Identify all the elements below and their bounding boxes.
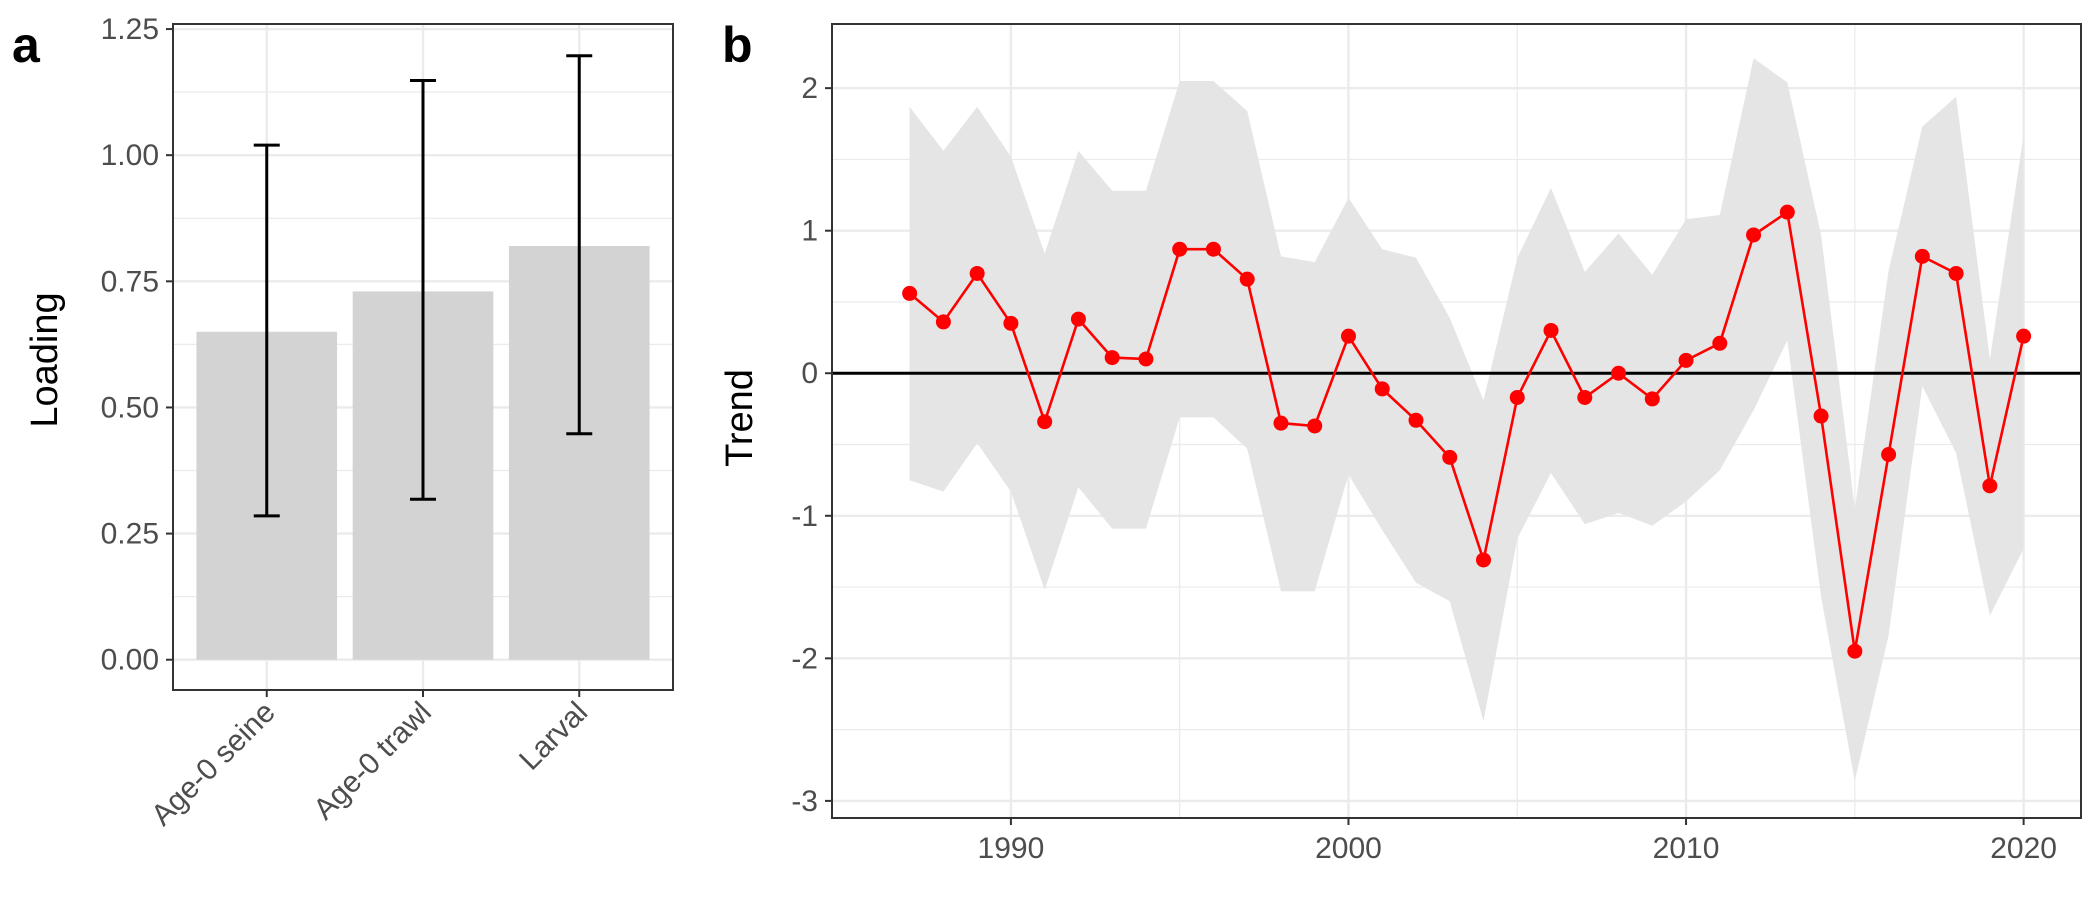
panel-a-y-axis: 0.00 0.25 0.50 0.75 1.00 1.25 bbox=[101, 13, 173, 677]
trend-point bbox=[2016, 328, 2032, 344]
panel-b-x-tick-label: 2000 bbox=[1315, 832, 1382, 865]
trend-point bbox=[1307, 418, 1323, 434]
panel-a-x-tick-label: Age-0 seine bbox=[145, 696, 282, 833]
trend-point bbox=[1273, 415, 1289, 431]
trend-point bbox=[1577, 389, 1593, 405]
trend-point bbox=[1813, 408, 1829, 424]
panel-a-y-tick-label: 1.25 bbox=[101, 13, 159, 46]
panel-a-y-tick-label: 0.75 bbox=[101, 265, 159, 298]
trend-point bbox=[935, 314, 951, 330]
panel-b-y-tick-label: 0 bbox=[801, 357, 818, 390]
trend-line bbox=[908, 209, 2025, 652]
trend-point bbox=[1070, 311, 1086, 327]
trend-point bbox=[1037, 414, 1053, 430]
trend-point bbox=[1340, 328, 1356, 344]
trend-point bbox=[1104, 350, 1120, 366]
panel-b-label: b bbox=[722, 17, 753, 73]
trend-point bbox=[1476, 552, 1492, 568]
panel-b-x-tick-label: 2010 bbox=[1653, 832, 1720, 865]
trend-point bbox=[1003, 315, 1019, 331]
panel-a-x-tick-label: Age-0 trawl bbox=[307, 696, 438, 827]
trend-point bbox=[1509, 389, 1525, 405]
trend-point bbox=[1611, 365, 1627, 381]
panel-b: b -3 -2 -1 0 1 2 1990 2000 2010 2020 Trend bbox=[719, 17, 2082, 865]
panel-b-y-tick-label: 2 bbox=[801, 72, 818, 105]
panel-b-x-tick-label: 2020 bbox=[1990, 832, 2057, 865]
trend-points bbox=[902, 204, 2032, 659]
panel-a-label: a bbox=[12, 17, 41, 73]
trend-point bbox=[1847, 643, 1863, 659]
trend-point bbox=[1172, 241, 1188, 257]
trend-point bbox=[1239, 271, 1255, 287]
trend-point bbox=[1779, 204, 1795, 220]
panel-a-y-axis-title: Loading bbox=[24, 292, 66, 427]
panel-b-frame bbox=[831, 23, 2082, 819]
panel-b-y-tick-label: -3 bbox=[791, 785, 818, 818]
trend-point bbox=[1678, 352, 1694, 368]
trend-point bbox=[1982, 478, 1998, 494]
trend-point bbox=[1408, 412, 1424, 428]
trend-point bbox=[1138, 351, 1154, 367]
trend-point bbox=[1205, 241, 1221, 257]
panel-a-y-tick-label: 1.00 bbox=[101, 139, 159, 172]
trend-point bbox=[1948, 265, 1964, 281]
trend-point bbox=[969, 265, 985, 281]
panel-a-y-tick-label: 0.25 bbox=[101, 518, 159, 551]
trend-point bbox=[1644, 391, 1660, 407]
panel-a-x-tick-label: Larval bbox=[513, 696, 594, 777]
panel-a: a 0.00 0.25 0.50 0.75 1.00 1.25 Age-0 seine Ag… bbox=[12, 13, 674, 832]
panel-a-x-axis: Age-0 seine Age-0 trawl Larval bbox=[145, 690, 594, 832]
trend-point bbox=[902, 285, 918, 301]
trend-point bbox=[1914, 248, 1930, 264]
trend-point bbox=[1442, 449, 1458, 465]
panel-a-y-tick-label: 0.50 bbox=[101, 391, 159, 424]
panel-b-y-tick-label: -2 bbox=[791, 642, 818, 675]
panel-b-x-axis: 1990 2000 2010 2020 bbox=[978, 818, 2057, 865]
panel-b-x-tick-label: 1990 bbox=[978, 832, 1045, 865]
panel-a-y-tick-label: 0.00 bbox=[101, 644, 159, 677]
panel-b-y-axis-title: Trend bbox=[719, 369, 761, 467]
trend-point bbox=[1374, 381, 1390, 397]
confidence-ribbon bbox=[909, 58, 2024, 781]
panel-b-y-tick-label: -1 bbox=[791, 500, 818, 533]
trend-point bbox=[1543, 322, 1559, 338]
trend-point bbox=[1712, 335, 1728, 351]
panel-a-error-bars bbox=[253, 54, 593, 518]
trend-point bbox=[1746, 227, 1762, 243]
panel-b-y-axis: -3 -2 -1 0 1 2 bbox=[791, 72, 832, 818]
trend-point bbox=[1881, 446, 1897, 462]
panel-b-y-tick-label: 1 bbox=[801, 215, 818, 248]
